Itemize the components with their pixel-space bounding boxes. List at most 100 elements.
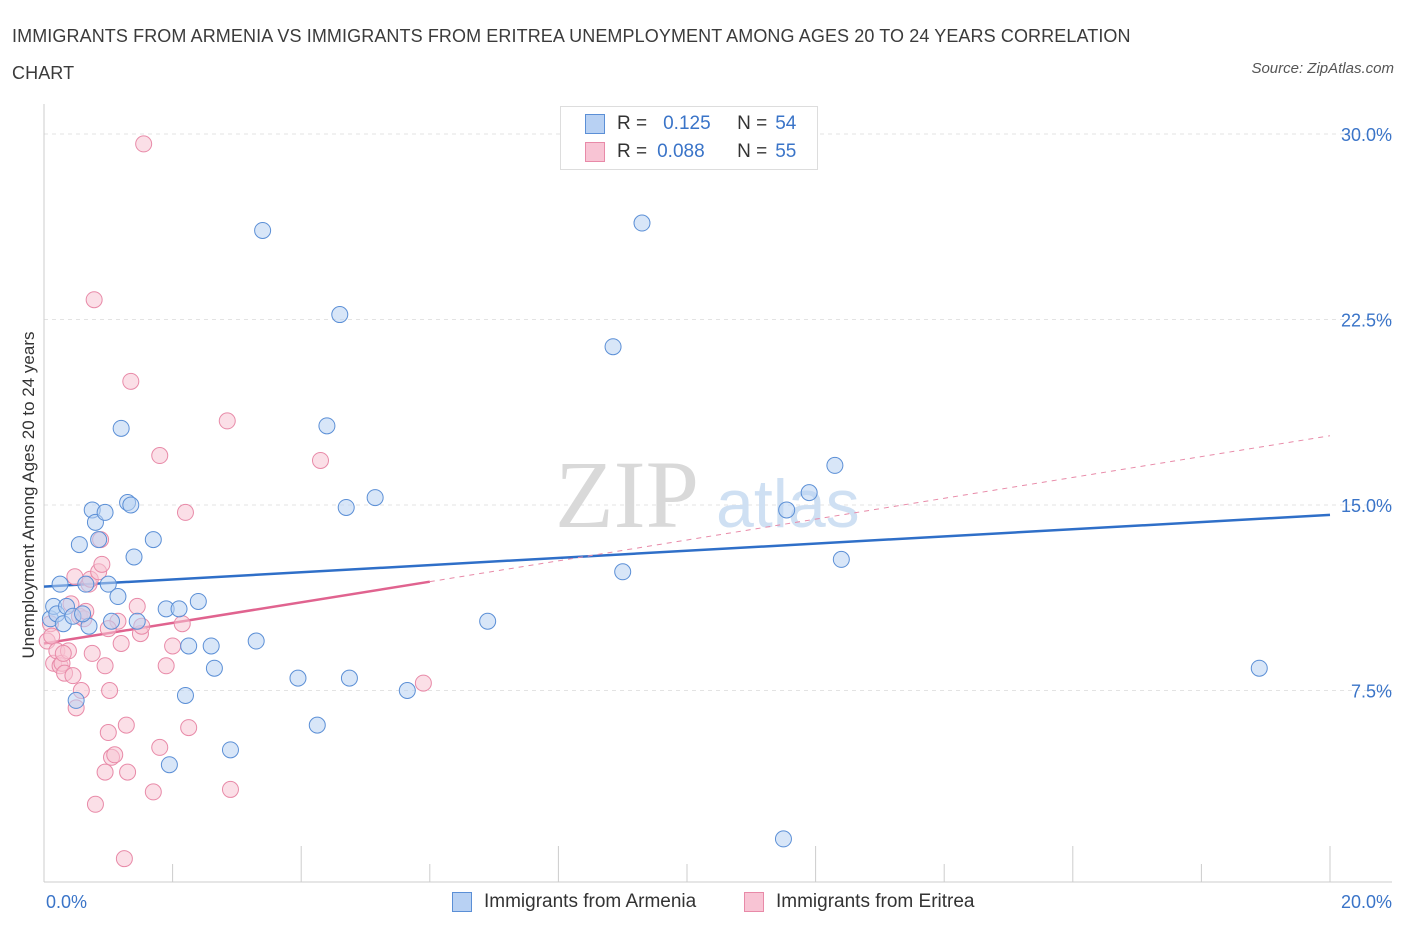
armenia-point	[112, 419, 130, 437]
armenia-trend-line	[43, 513, 1331, 588]
source-label: Source: ZipAtlas.com	[1251, 60, 1394, 77]
armenia-swatch	[452, 892, 472, 912]
eritrea-legend-label: Immigrants from Eritrea	[776, 891, 975, 912]
stats-legend: R = 0.125 N = 54 R = 0.088 N = 55	[560, 106, 818, 170]
eritrea-point	[106, 746, 124, 764]
armenia-n-value: 54	[775, 113, 797, 134]
armenia-point	[366, 489, 384, 507]
n-label: N =	[737, 113, 768, 134]
armenia-point	[774, 830, 792, 848]
armenia-point	[160, 756, 178, 774]
armenia-swatch	[585, 114, 605, 134]
x-tick-label: 20.0%	[1341, 892, 1392, 912]
eritrea-point	[54, 644, 72, 662]
eritrea-point	[128, 597, 146, 615]
armenia-point	[1250, 659, 1268, 677]
eritrea-point	[99, 724, 117, 742]
armenia-point	[205, 659, 223, 677]
r-label: R =	[617, 113, 648, 134]
eritrea-point	[414, 674, 432, 692]
armenia-point	[800, 484, 818, 502]
armenia-point	[109, 588, 127, 606]
n-label: N =	[737, 141, 768, 162]
x-tick-labels: 0.0% 20.0%	[46, 892, 1392, 912]
armenia-point	[70, 536, 88, 554]
eritrea-points	[38, 135, 432, 868]
eritrea-point	[221, 780, 239, 798]
eritrea-point	[83, 644, 101, 662]
eritrea-point	[164, 637, 182, 655]
armenia-point	[247, 632, 265, 650]
y-tick-label: 22.5%	[1341, 311, 1392, 331]
chart-title: IMMIGRANTS FROM ARMENIA VS IMMIGRANTS FR…	[12, 26, 1131, 83]
armenia-point	[96, 503, 114, 521]
eritrea-point	[93, 555, 111, 573]
r-label: R =	[617, 141, 648, 162]
armenia-points	[41, 214, 1268, 848]
eritrea-point	[85, 291, 103, 309]
watermark-zip: ZIP	[555, 441, 699, 548]
armenia-point	[331, 306, 349, 324]
eritrea-point	[311, 451, 329, 469]
eritrea-swatch	[585, 142, 605, 162]
armenia-point	[122, 496, 140, 514]
eritrea-point	[64, 667, 82, 685]
armenia-point	[479, 612, 497, 630]
armenia-point	[103, 612, 121, 630]
legend-row-eritrea: R = 0.088 N = 55	[585, 139, 796, 165]
armenia-point	[604, 338, 622, 356]
y-tick-label: 15.0%	[1341, 496, 1392, 516]
eritrea-point	[96, 763, 114, 781]
armenia-point	[180, 637, 198, 655]
eritrea-point	[218, 412, 236, 430]
armenia-point	[398, 682, 416, 699]
eritrea-point	[96, 657, 114, 675]
axes	[43, 104, 1392, 883]
eritrea-point	[122, 372, 140, 390]
eritrea-point	[151, 738, 169, 756]
eritrea-n-value: 55	[775, 141, 797, 162]
bottom-legend-eritrea: Immigrants from Eritrea	[744, 889, 974, 915]
armenia-point	[51, 575, 69, 593]
armenia-point	[74, 605, 92, 623]
armenia-point	[340, 669, 358, 687]
eritrea-point	[176, 503, 194, 521]
armenia-legend-label: Immigrants from Armenia	[484, 891, 697, 912]
eritrea-point	[112, 635, 130, 653]
y-axis-label: Unemployment Among Ages 20 to 24 years	[19, 332, 38, 659]
eritrea-point	[86, 795, 104, 813]
y-tick-labels: 7.5% 15.0% 22.5% 30.0%	[1341, 125, 1392, 702]
armenia-point	[67, 691, 85, 709]
armenia-point	[614, 563, 632, 581]
y-tick-label: 7.5%	[1351, 682, 1392, 702]
armenia-point	[170, 600, 188, 618]
armenia-point	[202, 637, 220, 655]
eritrea-swatch	[744, 892, 764, 912]
eritrea-point	[119, 763, 137, 781]
armenia-point	[633, 214, 651, 232]
armenia-point	[77, 575, 95, 593]
armenia-point	[144, 531, 162, 549]
armenia-point	[254, 221, 272, 239]
eritrea-point	[101, 682, 119, 699]
eritrea-point	[151, 447, 169, 465]
armenia-point	[337, 498, 355, 516]
eritrea-point	[43, 627, 61, 645]
armenia-point	[90, 531, 108, 549]
eritrea-trend-line	[43, 580, 430, 645]
eritrea-point	[173, 615, 191, 633]
armenia-point	[99, 575, 117, 593]
armenia-point	[189, 592, 207, 610]
armenia-point	[318, 417, 336, 435]
armenia-point	[832, 550, 850, 568]
y-tick-label: 30.0%	[1341, 125, 1392, 145]
gridlines	[44, 133, 1392, 691]
eritrea-point	[144, 783, 162, 801]
bottom-legend-armenia: Immigrants from Armenia	[452, 889, 696, 915]
armenia-point	[128, 612, 146, 630]
eritrea-trend-line-extended	[429, 435, 1331, 583]
armenia-point	[176, 686, 194, 704]
armenia-point	[826, 456, 844, 474]
eritrea-point	[180, 719, 198, 737]
armenia-point	[308, 716, 326, 734]
